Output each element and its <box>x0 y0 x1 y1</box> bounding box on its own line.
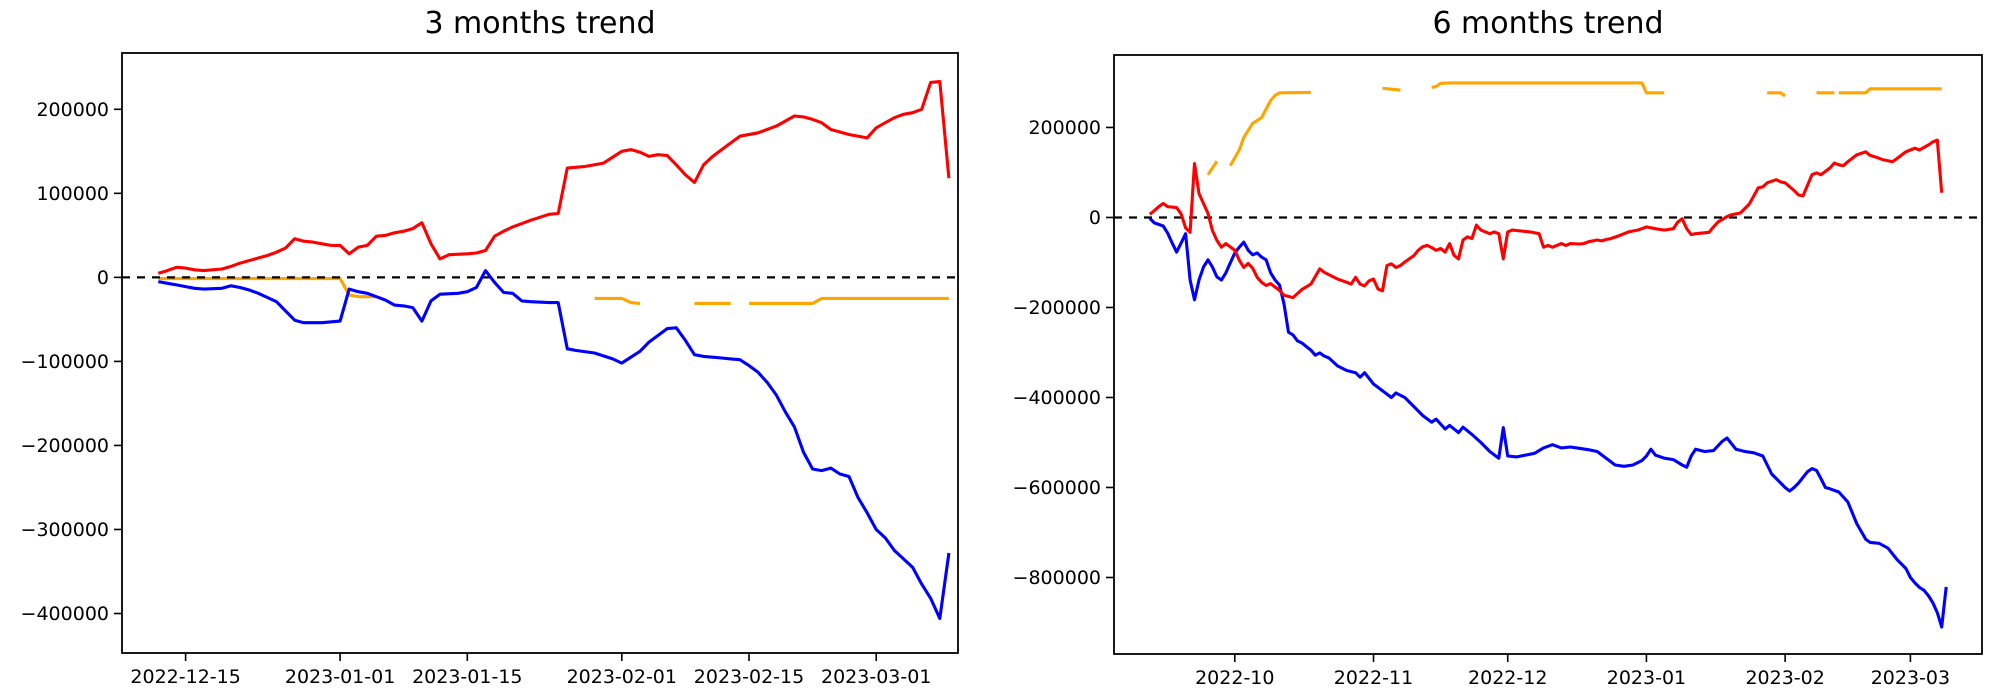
x-tick-label: 2023-01 <box>1607 667 1686 689</box>
orange-series-line <box>1206 81 1942 176</box>
x-tick-label: 2022-12 <box>1468 667 1547 689</box>
blue-series-line <box>1148 217 1948 629</box>
x-tick-label: 2023-02-01 <box>567 666 677 688</box>
y-tick-label: 0 <box>97 267 109 289</box>
y-tick-label: −800000 <box>1013 567 1101 589</box>
x-tick-label: 2023-01-15 <box>412 666 522 688</box>
red-series-line <box>1148 138 1944 300</box>
y-tick-label: −100000 <box>21 351 109 373</box>
chart-title-3-months: 3 months trend <box>424 6 656 41</box>
y-tick-label: −400000 <box>1013 387 1101 409</box>
y-tick-label: −300000 <box>21 519 109 541</box>
y-tick-label: −200000 <box>21 435 109 457</box>
y-tick-label: 200000 <box>1028 117 1101 139</box>
x-tick-label: 2023-03-01 <box>821 666 931 688</box>
y-tick-label: 100000 <box>36 183 109 205</box>
y-tick-label: −200000 <box>1013 297 1101 319</box>
x-tick-label: 2022-10 <box>1195 667 1274 689</box>
y-tick-label: 200000 <box>36 99 109 121</box>
chart-3-months: 200000 100000 0 −100000 −200000 −300000 −40000… <box>21 52 959 688</box>
y-tick-label: −400000 <box>21 603 109 625</box>
blue-series-line <box>158 269 951 621</box>
chart-title-6-months: 6 months trend <box>1432 6 1664 41</box>
orange-series-line <box>158 277 949 305</box>
x-tick-label: 2023-01-01 <box>285 666 395 688</box>
x-tick-label: 2022-11 <box>1334 667 1413 689</box>
chart-6-months: 200000 0 −200000 −400000 −600000 −800000 2022-… <box>1013 54 1983 689</box>
x-tick-label: 2023-03 <box>1871 667 1950 689</box>
red-series-line <box>157 80 951 275</box>
plot-border <box>1113 54 1983 655</box>
x-tick-label: 2022-12-15 <box>130 666 240 688</box>
y-tick-label: −600000 <box>1013 477 1101 499</box>
y-tick-label: 0 <box>1089 207 1101 229</box>
x-tick-label: 2023-02-15 <box>694 666 804 688</box>
plot-border <box>121 52 959 654</box>
x-tick-label: 2023-02 <box>1745 667 1824 689</box>
